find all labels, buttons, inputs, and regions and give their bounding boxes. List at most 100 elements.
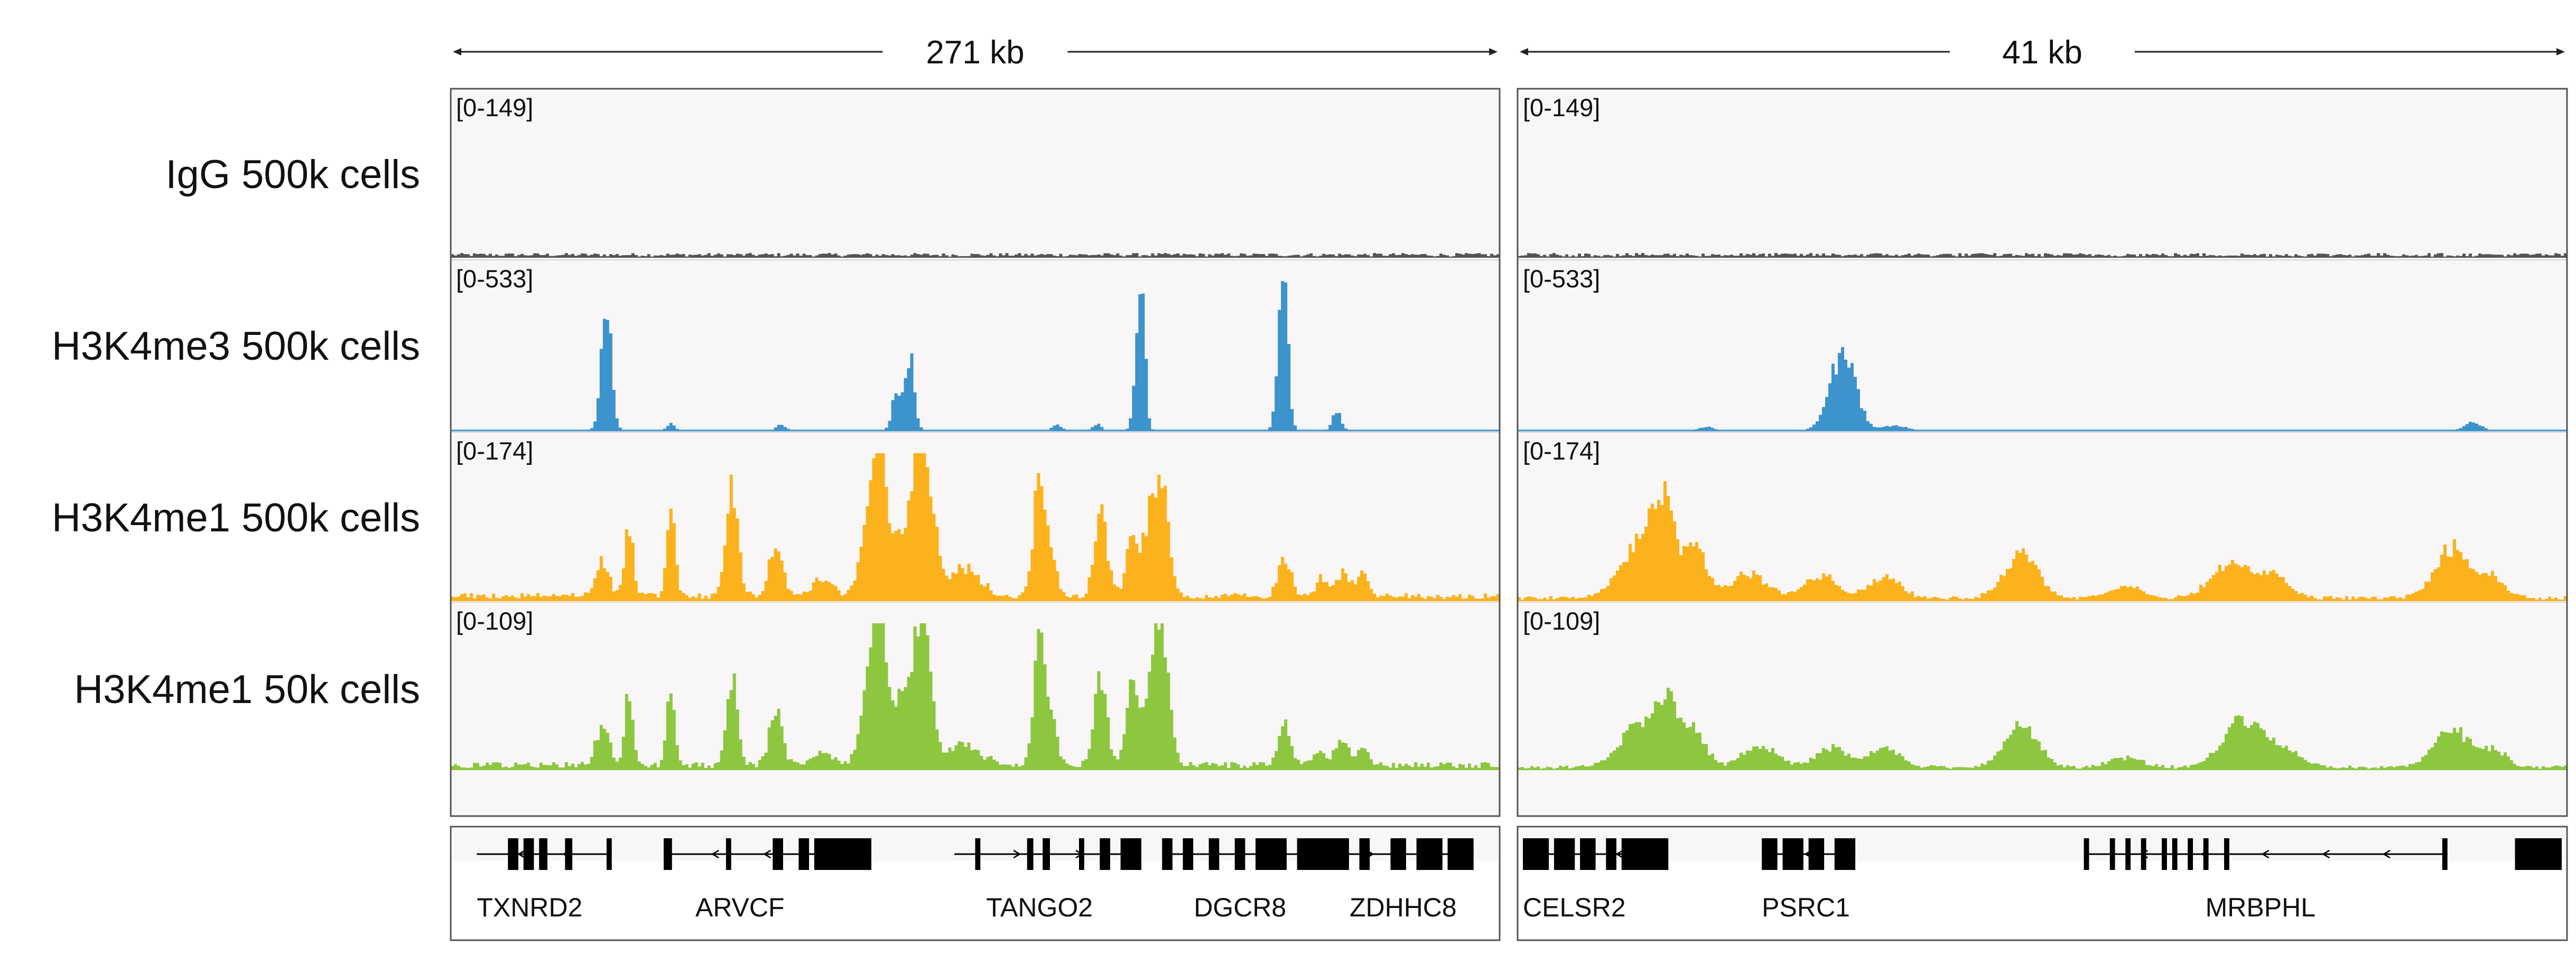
gene-exon — [1390, 838, 1406, 870]
strand-arrow-icon — [517, 849, 526, 859]
track-panels: [0-149][0-533][0-174][0-109]TXNRD2 ARVCF T… — [450, 88, 2568, 941]
data-panel-frame — [1517, 88, 2568, 817]
strand-arrow-icon — [1013, 849, 1021, 859]
gene-celsr2: CELSR2 — [1523, 838, 1669, 922]
track-label-3: H3K4me1 50k cells — [74, 667, 420, 712]
track-range-label: [0-174] — [456, 437, 533, 465]
gene-exon — [1079, 838, 1084, 870]
gene-exon — [539, 838, 547, 870]
gene-exon — [508, 838, 518, 870]
gene-exon — [2109, 838, 2115, 870]
gene-exon — [1183, 838, 1194, 870]
signal-track-3: [0-109] — [1518, 602, 2567, 770]
gene-exon — [1234, 838, 1245, 870]
gene-exon — [606, 838, 612, 870]
signal-bars — [1518, 252, 2567, 258]
track-label-1: H3K4me3 500k cells — [52, 324, 420, 369]
gene-exon — [2162, 838, 2167, 870]
gene-exon — [814, 838, 871, 870]
panel-1: [0-149] [0-533] [0-174] [0-109] CELSR2 PSRC1 M… — [1517, 88, 2568, 941]
signal-bars — [1518, 481, 2567, 601]
signal-bars — [1518, 688, 2567, 770]
panel-0: [0-149][0-533][0-174][0-109]TXNRD2 ARVCF T… — [450, 88, 1501, 941]
gene-tango2: TANGO2 — [954, 838, 1141, 922]
gene-exon — [1027, 838, 1034, 870]
gene-label: PSRC1 — [1762, 893, 1850, 922]
track-range-label: [0-533] — [1523, 265, 1600, 293]
signal-track-1: [0-533] — [1518, 259, 2567, 432]
gene-dgcr8: DGCR8 — [1162, 838, 1318, 922]
gene-exon — [773, 838, 783, 870]
gene-exon — [1834, 838, 1856, 870]
track-range-label: [0-109] — [456, 607, 533, 635]
gene-exon — [1554, 838, 1575, 870]
span-rulers: 271 kb 41 kb — [453, 34, 2565, 71]
gene-exon — [2084, 838, 2089, 870]
strand-arrow-icon — [2261, 849, 2270, 859]
arrow-right-icon — [1489, 48, 1498, 55]
gene-exon — [798, 838, 810, 870]
gene-label: ARVCF — [695, 893, 785, 922]
gene-exon — [2125, 838, 2131, 870]
gene-txnrd2: TXNRD2 — [477, 838, 612, 922]
gene-exon — [1606, 838, 1616, 870]
strand-arrow-icon — [1615, 849, 1624, 859]
gene-exon — [2224, 838, 2229, 870]
gene-exon — [2172, 838, 2178, 870]
track-range-label: [0-149] — [1523, 93, 1600, 121]
span-ruler-0: 271 kb — [453, 34, 1498, 71]
span-label: 271 kb — [926, 34, 1024, 71]
gene-exon — [1043, 838, 1050, 870]
gene-exon — [2442, 838, 2448, 870]
gene-zdhhc8: ZDHHC8 — [1317, 838, 1474, 922]
gene-exon — [1100, 838, 1110, 870]
track-label-2: H3K4me1 500k cells — [52, 495, 420, 540]
gene-exon — [2188, 838, 2193, 870]
gene-exon — [1782, 838, 1803, 870]
track-range-label: [0-109] — [1523, 607, 1600, 635]
gene-exon — [1317, 838, 1349, 870]
signal-track-3: [0-109] — [451, 602, 1500, 770]
signal-track-2: [0-174] — [1518, 432, 2567, 601]
signal-bars — [451, 281, 1500, 430]
gene-label: TXNRD2 — [477, 893, 582, 922]
signal-bars — [451, 252, 1500, 258]
gene-exon — [523, 838, 534, 870]
gene-exon — [1297, 838, 1318, 870]
gene-mrbphl: MRBPHL — [2084, 838, 2562, 922]
gene-label: ZDHHC8 — [1350, 893, 1457, 922]
arrow-left-icon — [453, 48, 461, 55]
arrow-right-icon — [2556, 48, 2565, 55]
data-panel-frame — [450, 88, 1501, 817]
gene-track-background — [1519, 828, 2565, 861]
track-labels: IgG 500k cells H3K4me3 500k cells H3K4me1 … — [52, 152, 420, 712]
strand-arrow-icon — [2382, 849, 2391, 859]
gene-exon — [1762, 838, 1778, 870]
gene-arvcf: ARVCF — [664, 838, 871, 922]
track-range-label: [0-533] — [456, 265, 533, 293]
gene-exon — [565, 838, 573, 870]
gene-annotation-panel: TXNRD2 ARVCF TANGO2 DGCR8 ZDHHC8 — [450, 826, 1501, 941]
gene-exon — [1621, 838, 1669, 870]
strand-arrow-icon — [763, 849, 771, 859]
data-panel-background — [451, 89, 1500, 816]
gene-label: DGCR8 — [1194, 893, 1286, 922]
strand-arrow-icon — [2321, 849, 2330, 859]
gene-exon — [1447, 838, 1474, 870]
gene-exon — [1808, 838, 1825, 870]
gene-exon — [1162, 838, 1173, 870]
gene-label: MRBPHL — [2206, 893, 2315, 922]
track-range-label: [0-149] — [456, 93, 533, 121]
track-range-label: [0-174] — [1523, 437, 1600, 465]
gene-exon — [975, 838, 981, 870]
gene-exon — [664, 838, 672, 870]
signal-track-0: [0-149] — [1518, 93, 2567, 258]
gene-annotation-panel: CELSR2 PSRC1 MRBPHL — [1517, 826, 2568, 941]
arrow-left-icon — [1520, 48, 1528, 55]
span-label: 41 kb — [2002, 34, 2082, 71]
track-label-0: IgG 500k cells — [165, 152, 420, 197]
signal-track-0: [0-149] — [451, 93, 1500, 258]
gene-exon — [1120, 838, 1141, 870]
gene-exon — [726, 838, 731, 870]
